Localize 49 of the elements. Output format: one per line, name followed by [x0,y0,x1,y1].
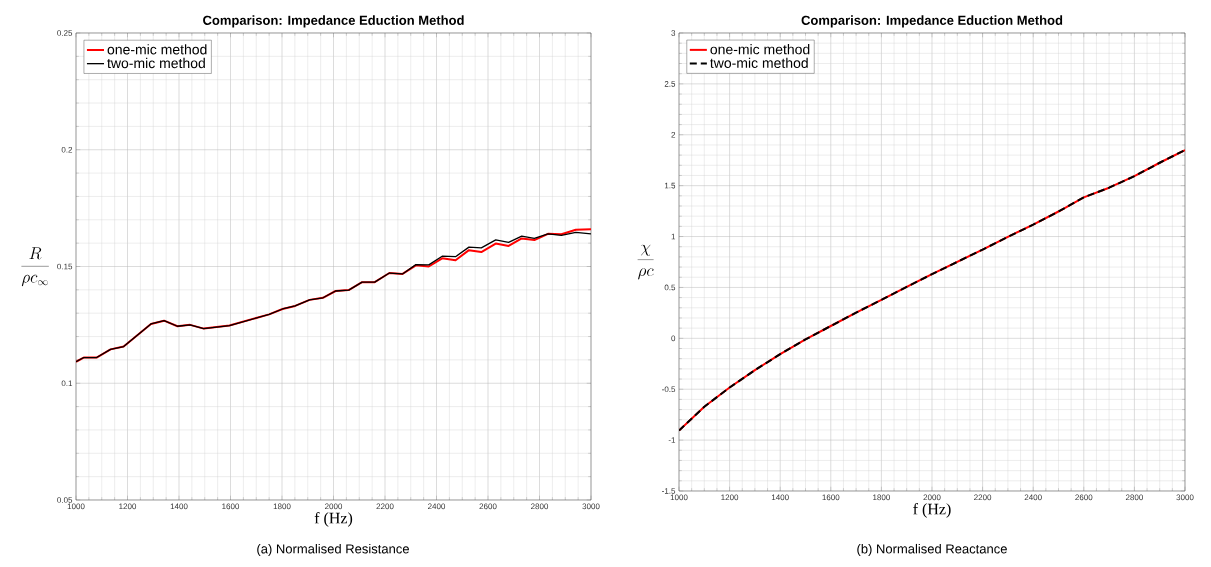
y-tick-label: 3 [671,30,676,36]
x-tick-label: 2000 [923,494,941,501]
y-tick-label: 0 [671,335,676,342]
x-tick-label: 1200 [119,503,137,510]
y-tick-label: 2.5 [664,81,676,87]
legend-label: one-mic method [710,44,810,55]
x-tick-label: 1200 [721,494,739,501]
x-tick-label: 1600 [222,503,240,510]
x-tick-label: 3000 [1176,494,1194,501]
x-tick-label: 1800 [873,494,890,501]
y-tick-label: 0.25 [57,30,73,36]
x-tick-label: 2000 [325,503,343,510]
legend-label: two-mic method [107,57,205,69]
legend-label: two-mic method [710,57,808,68]
x-tick-label: 2400 [428,503,446,510]
x-tick-label: 3000 [582,503,600,510]
y-tick-label: 1.5 [664,182,676,189]
x-tick-label: 1400 [170,503,188,510]
x-tick-label: 2800 [1125,494,1143,501]
y-tick-label: 1 [671,233,676,240]
x-axis-title: f (Hz) [314,512,353,527]
chart-title: Comparison: Impedance Eduction Method [801,15,1063,28]
x-tick-label: 2600 [479,503,497,510]
y-tick-label: 0.2 [61,146,73,153]
y-tick-label: -1 [668,437,676,443]
x-tick-label: 1000 [670,494,688,501]
x-tick-label: 1800 [273,503,291,510]
x-tick-label: 1600 [822,494,840,501]
x-tick-label: 2800 [531,503,549,510]
x-tick-label: 2200 [974,494,992,501]
x-tick-label: 1400 [771,494,789,501]
y-tick-label: 2 [671,131,676,138]
x-tick-label: 2400 [1024,494,1042,501]
y-tick-label: 0.15 [57,263,73,270]
y-tick-label: -1.5 [662,488,676,494]
y-tick-label: 0.05 [57,497,73,503]
text: (a) Normalised Resistance [257,543,409,557]
x-tick-label: 2600 [1075,494,1093,501]
x-axis-title: f (Hz) [913,503,951,518]
y-axis-title: $\frac{\chi}{\rho c}$ [637,244,654,280]
text: (b) Normalised Reactance [857,543,1007,557]
chart-title: Comparison: Impedance Eduction Method [203,15,464,28]
legend-label: one-mic method [107,44,207,55]
y-tick-label: 0.5 [664,284,676,291]
x-tick-label: 1000 [67,503,85,510]
x-tick-label: 2200 [376,503,394,510]
y-tick-label: 0.1 [61,380,73,387]
y-tick-label: -0.5 [662,386,676,393]
y-axis-title: $\frac{R}{\rho c_{\infty}}$ [21,247,49,287]
